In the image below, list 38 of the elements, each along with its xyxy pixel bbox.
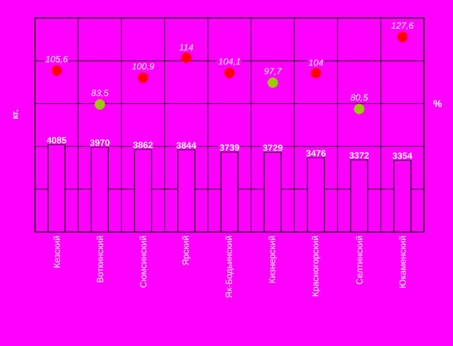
x-tick-label: Кизнерский bbox=[268, 236, 277, 283]
data-label: 114 bbox=[179, 44, 194, 51]
point bbox=[310, 68, 322, 78]
data-label: 3844 bbox=[176, 142, 196, 149]
data-label: 3970 bbox=[90, 139, 110, 146]
data-label: 3862 bbox=[133, 142, 153, 148]
data-label: 127,6 bbox=[391, 22, 414, 30]
x-tick-label: Селтинский bbox=[356, 236, 363, 284]
data-label: 3354 bbox=[392, 152, 412, 160]
data-label: 97,7 bbox=[264, 68, 282, 76]
point bbox=[224, 68, 235, 78]
x-tick-label: Воткинский bbox=[96, 236, 104, 282]
data-label: 3372 bbox=[349, 152, 369, 159]
data-label: 104,1 bbox=[218, 58, 240, 66]
point bbox=[138, 72, 148, 83]
point bbox=[268, 77, 278, 88]
y2-axis-title: % bbox=[433, 100, 442, 108]
data-label: 105,6 bbox=[46, 56, 68, 64]
data-label: 4085 bbox=[46, 137, 66, 144]
data-label: 3476 bbox=[306, 150, 326, 156]
x-tick-label: Кезский bbox=[53, 236, 60, 268]
data-label: 104 bbox=[308, 59, 324, 66]
data-label: 80,5 bbox=[350, 94, 368, 102]
point bbox=[397, 32, 408, 42]
data-label: 83,5 bbox=[91, 90, 109, 98]
x-tick-label: Красногорский bbox=[312, 236, 320, 296]
x-tick-label: Ярский bbox=[182, 236, 191, 266]
x-tick-label: Юкаменский bbox=[399, 236, 406, 288]
point bbox=[94, 99, 106, 110]
y-axis-title: кг. bbox=[13, 110, 18, 119]
x-tick-label: Сюмсинский bbox=[140, 236, 146, 288]
point bbox=[354, 104, 364, 114]
data-label: 100,9 bbox=[132, 63, 154, 71]
point bbox=[51, 65, 62, 76]
x-tick-label: Як-Бодьинский bbox=[225, 236, 234, 298]
data-label: 3739 bbox=[220, 144, 240, 151]
data-label: 3729 bbox=[262, 144, 282, 151]
point bbox=[181, 52, 192, 63]
